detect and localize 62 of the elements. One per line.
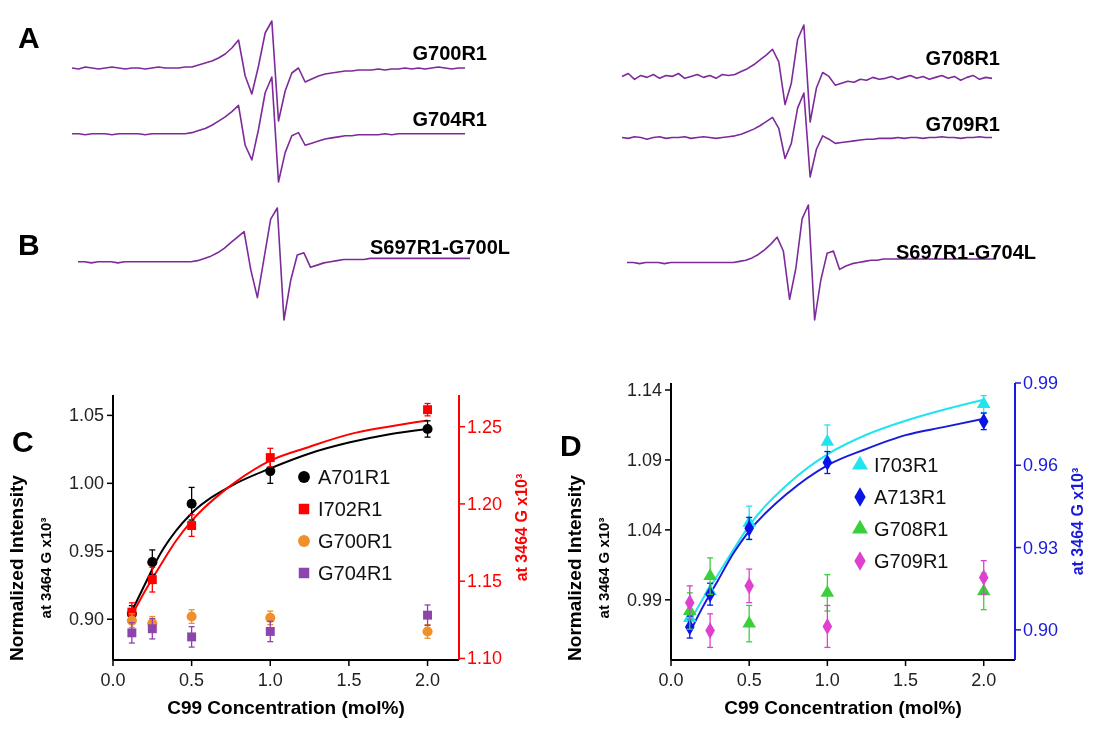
point bbox=[147, 624, 157, 634]
text: B bbox=[18, 228, 40, 261]
text: D bbox=[560, 429, 582, 462]
text: G700R1 bbox=[412, 42, 487, 64]
x-tick-label: 2.0 bbox=[415, 670, 441, 690]
y2-tick-label: 1.25 bbox=[467, 416, 503, 437]
y2-tick-label: 0.93 bbox=[1023, 537, 1059, 558]
point bbox=[186, 498, 197, 509]
y2-tick-label: 1.15 bbox=[467, 571, 503, 592]
text: G708R1 bbox=[925, 47, 1000, 69]
point bbox=[423, 405, 433, 415]
y-tick-label: 1.09 bbox=[626, 449, 662, 470]
x-tick-label: 1.5 bbox=[893, 670, 919, 690]
x-tick-label: 0.0 bbox=[100, 670, 126, 690]
x-tick-label: 1.5 bbox=[336, 670, 362, 690]
point bbox=[820, 585, 835, 597]
point bbox=[742, 615, 756, 628]
y2-axis-title: at 3464 G x10³ bbox=[1069, 467, 1086, 576]
x-axis-title: C99 Concentration (mol%) bbox=[724, 697, 962, 718]
y-tick-label: 1.14 bbox=[626, 379, 662, 400]
legend-label: G708R1 bbox=[874, 518, 949, 540]
text: C bbox=[12, 425, 34, 458]
x-tick-label: 0.5 bbox=[736, 670, 762, 690]
y-tick-label: 1.00 bbox=[68, 473, 104, 494]
text: S697R1-G700L bbox=[369, 236, 510, 258]
y2-axis-title: at 3464 G x10³ bbox=[513, 473, 530, 582]
legend-label: A713R1 bbox=[874, 486, 947, 508]
y-tick-label: 1.04 bbox=[626, 519, 662, 540]
point bbox=[423, 610, 433, 620]
y2-tick-label: 0.96 bbox=[1023, 455, 1059, 476]
x-tick-label: 0.5 bbox=[179, 670, 205, 690]
y-tick-label: 1.05 bbox=[68, 405, 104, 426]
text: G704R1 bbox=[412, 108, 487, 130]
text: S697R1-G704L bbox=[895, 241, 1036, 263]
y-tick-label: 0.90 bbox=[68, 609, 104, 630]
point bbox=[820, 433, 835, 446]
x-tick-label: 0.0 bbox=[658, 670, 684, 690]
legend-label: G709R1 bbox=[874, 550, 949, 572]
legend-label: A701R1 bbox=[318, 466, 391, 488]
point bbox=[976, 396, 991, 408]
legend-label: G704R1 bbox=[318, 562, 393, 584]
legend-label: I703R1 bbox=[874, 454, 939, 476]
y-axis-title: Normalized Intensity at 3464 G x10³ bbox=[6, 474, 54, 661]
point bbox=[265, 453, 275, 463]
y2-tick-label: 1.10 bbox=[467, 648, 503, 669]
y2-tick-label: 0.99 bbox=[1023, 373, 1059, 393]
text: A bbox=[18, 21, 40, 54]
x-tick-label: 1.0 bbox=[257, 670, 283, 690]
legend-label: I702R1 bbox=[318, 498, 383, 520]
point bbox=[703, 568, 717, 580]
legend-label: G700R1 bbox=[318, 530, 393, 552]
y-axis-title: Normalized Intensity at 3464 G x10³ bbox=[564, 474, 612, 661]
y2-tick-label: 1.20 bbox=[467, 493, 503, 514]
point bbox=[187, 632, 197, 642]
y2-tick-label: 0.90 bbox=[1023, 619, 1059, 640]
x-axis-title: C99 Concentration (mol%) bbox=[167, 697, 405, 718]
text: G709R1 bbox=[925, 113, 1000, 135]
x-tick-label: 1.0 bbox=[814, 670, 840, 690]
y-tick-label: 0.99 bbox=[626, 589, 662, 610]
point bbox=[422, 423, 433, 435]
y-tick-label: 0.95 bbox=[68, 541, 104, 562]
x-tick-label: 2.0 bbox=[971, 670, 997, 690]
